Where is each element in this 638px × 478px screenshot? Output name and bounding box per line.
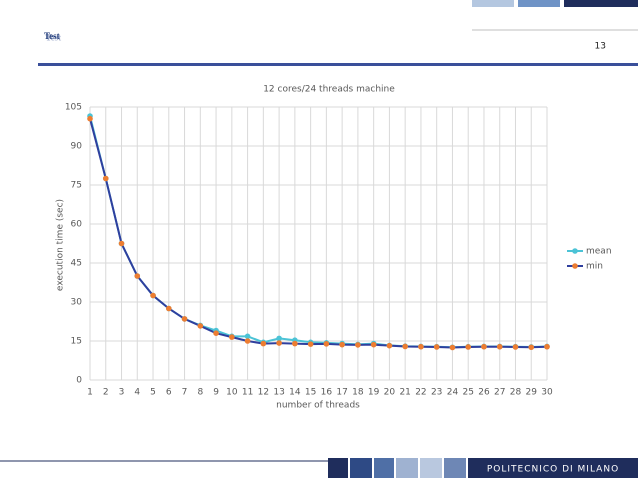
data-point xyxy=(386,342,393,349)
x-tick-label: 10 xyxy=(226,388,238,398)
x-tick-label: 3 xyxy=(119,388,125,398)
x-tick-label: 4 xyxy=(134,388,140,398)
y-tick-label: 90 xyxy=(71,142,83,152)
x-tick-label: 23 xyxy=(431,388,442,398)
x-tick-label: 29 xyxy=(526,388,538,398)
series-line xyxy=(89,118,548,349)
data-point xyxy=(150,292,156,299)
data-point xyxy=(197,323,204,329)
x-tick-label: 19 xyxy=(368,388,380,398)
y-tick-label: 15 xyxy=(71,337,82,347)
y-tick-label: 45 xyxy=(71,259,82,269)
footer-text: POLITECNICO DI MILANO xyxy=(487,465,619,475)
y-tick-label: 30 xyxy=(71,298,83,308)
x-tick-label: 30 xyxy=(541,388,553,398)
footer-block xyxy=(328,458,348,478)
data-point xyxy=(449,344,456,351)
x-tick-label: 20 xyxy=(384,388,396,398)
x-tick-label: 8 xyxy=(197,388,203,398)
page-number: 13 xyxy=(595,42,606,52)
data-point xyxy=(339,341,345,348)
y-tick-label: 105 xyxy=(65,103,82,113)
slide-title-shadow: Test xyxy=(46,33,62,43)
header-block xyxy=(518,0,560,7)
data-point xyxy=(465,344,472,350)
data-point xyxy=(544,343,550,350)
x-tick-label: 27 xyxy=(494,388,505,398)
footer-block xyxy=(350,458,372,478)
data-point xyxy=(244,333,251,340)
data-point xyxy=(102,175,109,182)
x-tick-label: 22 xyxy=(415,388,426,398)
data-point xyxy=(244,338,251,344)
legend-marker xyxy=(572,248,578,254)
footer-block xyxy=(396,458,418,478)
series-line xyxy=(89,115,548,349)
data-point xyxy=(276,335,282,342)
data-point xyxy=(181,316,188,322)
legend-label: min xyxy=(586,262,603,272)
data-point xyxy=(512,344,519,350)
data-point xyxy=(165,305,172,312)
data-point xyxy=(118,240,125,247)
legend-marker xyxy=(572,263,578,269)
data-point xyxy=(402,343,408,350)
data-point xyxy=(229,334,235,340)
header-bar xyxy=(38,63,638,66)
chart-title: 12 cores/24 threads machine xyxy=(263,85,395,95)
header-block xyxy=(472,0,514,7)
y-axis-label: execution time (sec) xyxy=(56,199,66,291)
x-tick-label: 1 xyxy=(87,388,93,398)
data-point xyxy=(307,341,314,347)
data-point xyxy=(323,341,330,347)
data-point xyxy=(134,273,141,279)
data-point xyxy=(213,330,219,337)
x-tick-label: 28 xyxy=(510,388,522,398)
x-tick-label: 26 xyxy=(478,388,490,398)
y-tick-label: 60 xyxy=(71,220,83,230)
footer-block xyxy=(374,458,394,478)
x-tick-label: 17 xyxy=(336,388,347,398)
footer-block xyxy=(444,458,466,478)
data-point xyxy=(355,342,361,348)
x-tick-label: 21 xyxy=(399,388,410,398)
header-block xyxy=(564,0,638,7)
data-point xyxy=(433,344,440,350)
data-point xyxy=(87,115,93,122)
data-point xyxy=(276,340,282,346)
data-point xyxy=(292,340,298,347)
x-tick-label: 9 xyxy=(213,388,219,398)
x-tick-label: 16 xyxy=(321,388,333,398)
data-point xyxy=(418,343,424,350)
x-tick-label: 25 xyxy=(462,388,473,398)
legend-label: mean xyxy=(586,247,612,257)
x-tick-label: 5 xyxy=(150,388,156,398)
x-tick-label: 11 xyxy=(242,388,253,398)
data-point xyxy=(260,340,267,347)
x-tick-label: 14 xyxy=(289,388,301,398)
y-tick-label: 0 xyxy=(76,376,82,386)
x-tick-label: 12 xyxy=(258,388,269,398)
footer-band xyxy=(468,458,638,478)
slide-title: Test xyxy=(44,31,60,41)
y-tick-label: 75 xyxy=(71,181,82,191)
x-tick-label: 2 xyxy=(103,388,109,398)
data-point xyxy=(496,343,503,350)
footer-block xyxy=(420,458,442,478)
x-tick-label: 13 xyxy=(273,388,284,398)
data-point xyxy=(370,341,377,348)
x-tick-label: 24 xyxy=(447,388,459,398)
data-point xyxy=(528,344,535,351)
x-tick-label: 7 xyxy=(182,388,188,398)
x-axis-label: number of threads xyxy=(276,401,360,411)
x-tick-label: 6 xyxy=(166,388,172,398)
x-tick-label: 15 xyxy=(305,388,316,398)
data-point xyxy=(481,343,487,350)
x-tick-label: 18 xyxy=(352,388,364,398)
